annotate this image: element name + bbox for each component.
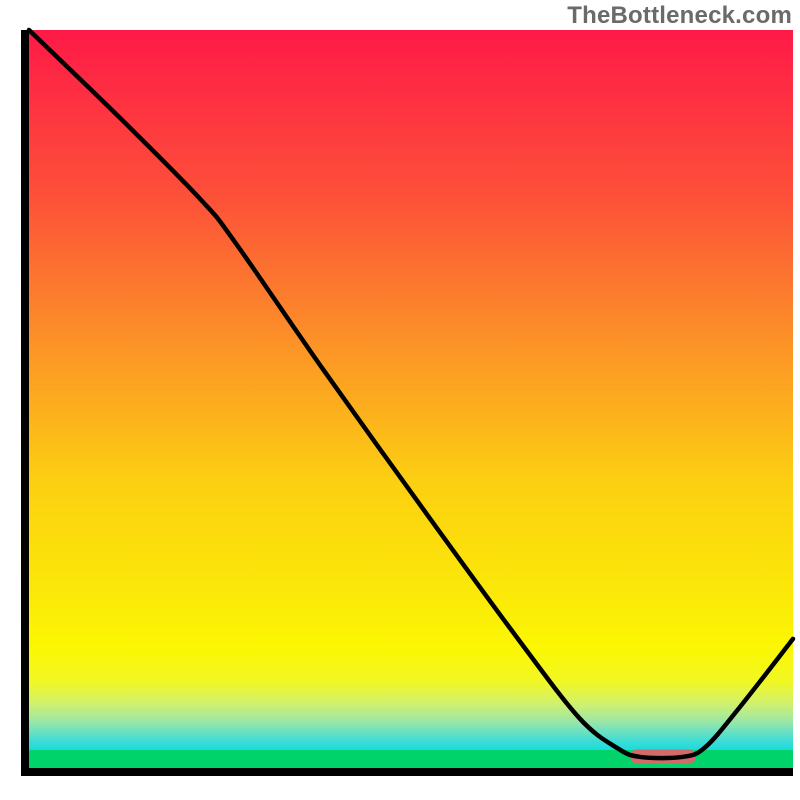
gradient-rect xyxy=(29,30,793,750)
plot-svg xyxy=(0,0,800,800)
chart-wrap: TheBottleneck.com xyxy=(0,0,800,800)
